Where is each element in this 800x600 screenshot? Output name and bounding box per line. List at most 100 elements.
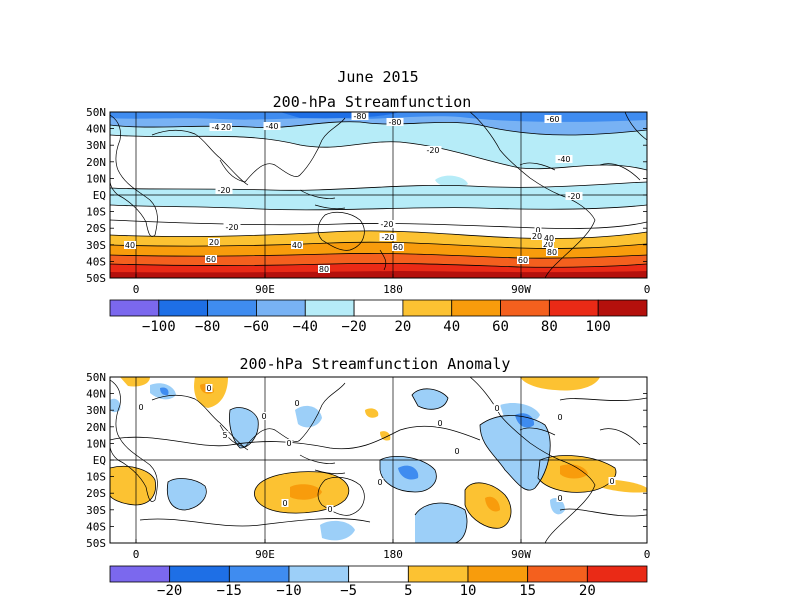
colorbar-swatch bbox=[500, 299, 550, 317]
panel1-gridlines bbox=[110, 112, 647, 278]
y-tick-label: 40S bbox=[86, 520, 106, 533]
colorbar-label: −5 bbox=[340, 583, 357, 599]
y-tick-label: 50S bbox=[86, 272, 106, 285]
contour-label: 0 bbox=[327, 505, 332, 514]
colorbar-label: −10 bbox=[276, 583, 301, 599]
y-tick-label: EQ bbox=[93, 189, 106, 202]
anomaly-negative-shades bbox=[110, 383, 565, 543]
contour-label: 0 bbox=[206, 384, 211, 393]
y-tick-label: EQ bbox=[93, 454, 106, 467]
x-tick-label: 90E bbox=[255, 283, 275, 296]
anomaly-negative-shades bbox=[160, 387, 535, 480]
contour-label: 0 bbox=[437, 419, 442, 428]
contour-label: 0 bbox=[377, 478, 382, 487]
contour-label: -20 bbox=[380, 220, 393, 229]
contour-label-bg bbox=[376, 478, 384, 486]
contour-label: -80 bbox=[353, 112, 366, 121]
contour-label-bg bbox=[493, 404, 501, 412]
contour-label-bg bbox=[608, 477, 616, 485]
contour-label: 0 bbox=[557, 413, 562, 422]
colorbar-swatch bbox=[467, 565, 529, 583]
contour-label-bg bbox=[378, 220, 396, 228]
colorbar-label: −80 bbox=[195, 319, 220, 335]
colorbar-label: −20 bbox=[157, 583, 182, 599]
contour-label-bg bbox=[351, 112, 369, 120]
colorbar-swatch bbox=[597, 299, 648, 317]
y-tick-label: 40S bbox=[86, 255, 106, 268]
contour-label-bg bbox=[318, 265, 330, 273]
contour-label: 40 bbox=[292, 241, 302, 250]
contour-label: -20 bbox=[225, 223, 238, 232]
contour-label-bg bbox=[205, 255, 217, 263]
y-tick-label: 30S bbox=[86, 504, 106, 517]
colorbar-label: 15 bbox=[519, 583, 536, 599]
contour-label-bg bbox=[453, 447, 461, 455]
panel2-title: 200-hPa Streamfunction Anomaly bbox=[240, 355, 511, 373]
panel2-y-axis: 50N 40N 30N 20N 10N EQ 10S 20S 30S 40S 50S bbox=[86, 371, 647, 550]
streamfunction-shade bbox=[280, 112, 400, 119]
panel2-gridlines bbox=[110, 377, 647, 543]
colorbar-label: −20 bbox=[341, 319, 366, 335]
contour-label: 80 bbox=[547, 248, 557, 257]
contour-label-bg bbox=[221, 431, 229, 439]
streamfunction-shade bbox=[435, 175, 468, 188]
x-tick-label: 0 bbox=[644, 548, 651, 561]
contour-label-bg bbox=[209, 123, 227, 131]
contour-label: 0 bbox=[557, 494, 562, 503]
contour-label: -20 bbox=[426, 146, 439, 155]
contour-label-bg bbox=[263, 122, 281, 130]
contour-label-bg bbox=[386, 118, 404, 126]
panel2-x-axis: 0 90E 180 90W 0 bbox=[133, 539, 651, 561]
contour-label: 60 bbox=[518, 256, 528, 265]
colorbar-label: −60 bbox=[244, 319, 269, 335]
contour-label: 60 bbox=[206, 255, 216, 264]
contour-label-bg bbox=[436, 419, 444, 427]
contour-label: -40 bbox=[265, 122, 278, 131]
contour-label-bg bbox=[260, 412, 268, 420]
panel1-colorbar: −100 −80 −60 −40 −20 20 40 60 80 100 bbox=[109, 299, 648, 335]
colorbar-label: 100 bbox=[586, 319, 611, 335]
colorbar-swatch bbox=[348, 565, 409, 583]
colorbar-label: 40 bbox=[443, 319, 460, 335]
streamfunction-shade bbox=[110, 135, 647, 191]
y-tick-label: 50N bbox=[86, 371, 106, 384]
panel1-title: 200-hPa Streamfunction bbox=[273, 93, 472, 111]
colorbar-swatch bbox=[109, 565, 171, 583]
y-tick-label: 50N bbox=[86, 106, 106, 119]
contour-label: 0 bbox=[535, 226, 540, 235]
contour-label: 0 bbox=[494, 404, 499, 413]
colorbar-swatch bbox=[207, 299, 257, 317]
contour-label: 20 bbox=[543, 240, 553, 249]
contour-label: 40 bbox=[125, 241, 135, 250]
contour-label-bg bbox=[293, 399, 301, 407]
contour-label: 20 bbox=[209, 238, 219, 247]
contour-label-bg bbox=[517, 256, 529, 264]
contour-label: -40 bbox=[211, 123, 224, 132]
x-tick-label: 180 bbox=[383, 548, 403, 561]
contour-label-bg bbox=[326, 505, 334, 513]
contour-label-bg bbox=[555, 155, 573, 163]
colorbar-swatch bbox=[402, 299, 453, 317]
colorbar-label: 5 bbox=[404, 583, 412, 599]
contour-label-bg bbox=[220, 123, 232, 131]
x-tick-label: 90E bbox=[255, 548, 275, 561]
colorbar-label: 60 bbox=[492, 319, 509, 335]
contour-label: -80 bbox=[388, 118, 401, 127]
contour-label: 5 bbox=[222, 431, 227, 440]
contour-label-bg bbox=[215, 186, 233, 194]
contour-label: -20 bbox=[381, 233, 394, 242]
y-tick-label: 20S bbox=[86, 487, 106, 500]
contour-label: 0 bbox=[282, 499, 287, 508]
contour-label: 80 bbox=[319, 265, 329, 274]
contour-label-bg bbox=[281, 499, 289, 507]
colorbar-label: 20 bbox=[579, 583, 596, 599]
panel2-colorbar: −20 −15 −10 −5 5 10 15 20 bbox=[109, 565, 648, 599]
contour-label: 0 bbox=[261, 412, 266, 421]
contour-label-bg bbox=[542, 240, 554, 248]
x-tick-label: 90W bbox=[511, 548, 531, 561]
colorbar-label: −100 bbox=[142, 319, 176, 335]
colorbar-label: 80 bbox=[541, 319, 558, 335]
y-tick-label: 40N bbox=[86, 123, 106, 136]
colorbar-swatch bbox=[288, 565, 350, 583]
